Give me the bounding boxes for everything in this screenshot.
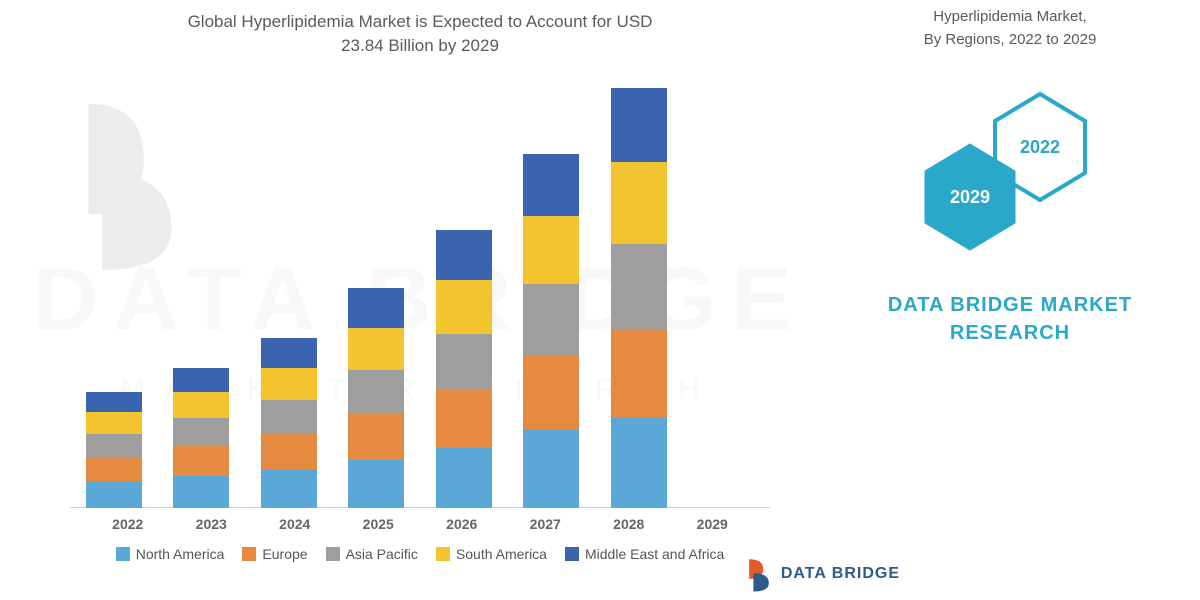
legend-label: Asia Pacific — [346, 546, 418, 562]
seg-north-america — [261, 470, 317, 508]
seg-south-america — [523, 216, 579, 284]
footer-logo: DATA BRIDGE — [745, 556, 900, 592]
seg-middle-east-and-africa — [348, 288, 404, 328]
seg-asia-pacific — [86, 434, 142, 458]
legend-swatch — [242, 547, 256, 561]
bar-2024 — [261, 338, 317, 508]
seg-asia-pacific — [173, 418, 229, 446]
seg-asia-pacific — [523, 284, 579, 356]
seg-europe — [348, 414, 404, 460]
chart-legend: North America Europe Asia Pacific South Ame… — [40, 546, 800, 562]
brand-line2: RESEARCH — [950, 322, 1070, 344]
right-panel: Hyperlipidemia Market, By Regions, 2022 … — [840, 0, 1180, 560]
seg-europe — [261, 434, 317, 470]
seg-south-america — [436, 280, 492, 334]
bar-2023 — [173, 368, 229, 508]
bar-2022 — [86, 392, 142, 508]
seg-middle-east-and-africa — [173, 368, 229, 392]
bar-2026 — [436, 230, 492, 508]
footer-logo-icon — [745, 556, 773, 592]
x-label-2022: 2022 — [86, 516, 170, 532]
right-panel-title: Hyperlipidemia Market, By Regions, 2022 … — [840, 0, 1180, 71]
bar-2027 — [523, 154, 579, 508]
legend-item-north-america: North America — [116, 546, 225, 562]
seg-europe — [86, 458, 142, 482]
legend-swatch — [326, 547, 340, 561]
seg-north-america — [523, 430, 579, 508]
seg-europe — [173, 446, 229, 476]
legend-swatch — [565, 547, 579, 561]
legend-label: South America — [456, 546, 547, 562]
chart-container: Global Hyperlipidemia Market is Expected… — [40, 10, 800, 570]
x-label-2026: 2026 — [420, 516, 504, 532]
seg-south-america — [261, 368, 317, 400]
legend-item-middle-east-and-africa: Middle East and Africa — [565, 546, 724, 562]
legend-item-south-america: South America — [436, 546, 547, 562]
chart-title: Global Hyperlipidemia Market is Expected… — [40, 10, 800, 68]
seg-asia-pacific — [436, 334, 492, 390]
chart-title-line1: Global Hyperlipidemia Market is Expected… — [188, 12, 653, 31]
legend-swatch — [436, 547, 450, 561]
right-title-line1: Hyperlipidemia Market, — [933, 8, 1086, 25]
brand-text: DATA BRIDGE MARKET RESEARCH — [840, 291, 1180, 347]
chart-title-line2: 23.84 Billion by 2029 — [341, 36, 499, 55]
seg-europe — [523, 356, 579, 430]
footer-logo-text: DATA BRIDGE — [781, 565, 900, 583]
seg-south-america — [173, 392, 229, 418]
x-label-2024: 2024 — [253, 516, 337, 532]
hex-back-label: 2022 — [1020, 137, 1060, 158]
legend-label: Europe — [262, 546, 307, 562]
x-label-2027: 2027 — [504, 516, 588, 532]
seg-middle-east-and-africa — [436, 230, 492, 280]
legend-label: North America — [136, 546, 225, 562]
seg-north-america — [86, 482, 142, 508]
x-label-2023: 2023 — [170, 516, 254, 532]
legend-item-asia-pacific: Asia Pacific — [326, 546, 418, 562]
bar-2028 — [611, 88, 667, 508]
hex-front: 2029 — [920, 141, 1020, 253]
seg-south-america — [348, 328, 404, 370]
legend-label: Middle East and Africa — [585, 546, 724, 562]
x-label-2025: 2025 — [337, 516, 421, 532]
seg-middle-east-and-africa — [261, 338, 317, 368]
seg-middle-east-and-africa — [523, 154, 579, 216]
seg-europe — [611, 330, 667, 418]
seg-south-america — [86, 412, 142, 434]
seg-europe — [436, 390, 492, 448]
chart-plot — [70, 78, 770, 508]
seg-north-america — [611, 418, 667, 508]
seg-north-america — [436, 448, 492, 508]
brand-line1: DATA BRIDGE MARKET — [888, 294, 1132, 316]
seg-middle-east-and-africa — [611, 88, 667, 162]
right-title-line2: By Regions, 2022 to 2029 — [924, 31, 1097, 48]
hex-graphic: 2022 2029 — [880, 91, 1140, 251]
legend-swatch — [116, 547, 130, 561]
seg-asia-pacific — [348, 370, 404, 414]
x-label-2028: 2028 — [587, 516, 671, 532]
legend-item-europe: Europe — [242, 546, 307, 562]
seg-asia-pacific — [611, 244, 667, 330]
seg-north-america — [348, 460, 404, 508]
seg-north-america — [173, 476, 229, 508]
seg-asia-pacific — [261, 400, 317, 434]
seg-middle-east-and-africa — [86, 392, 142, 412]
hex-front-label: 2029 — [950, 187, 990, 208]
bar-2025 — [348, 288, 404, 508]
x-label-2029: 2029 — [671, 516, 755, 532]
seg-south-america — [611, 162, 667, 244]
x-axis-labels: 20222023202420252026202720282029 — [70, 508, 770, 532]
